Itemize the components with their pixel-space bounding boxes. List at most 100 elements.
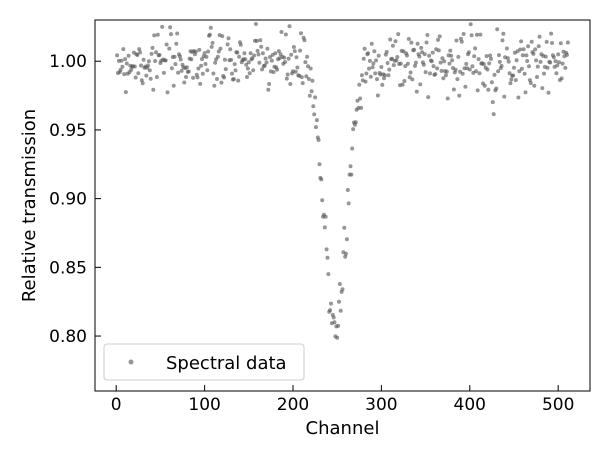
data-point [161, 70, 166, 75]
data-point [164, 42, 169, 47]
data-point [237, 54, 242, 59]
data-point [225, 42, 230, 47]
data-point [457, 93, 462, 98]
data-point [469, 33, 474, 38]
data-point [253, 22, 258, 26]
data-point [408, 70, 413, 75]
data-point [146, 59, 151, 64]
data-point [410, 77, 415, 82]
data-point [218, 46, 223, 51]
data-point [370, 65, 375, 70]
data-point [560, 61, 565, 66]
data-point [439, 68, 444, 73]
data-point [248, 51, 253, 56]
data-point [195, 75, 200, 80]
data-point [375, 93, 380, 98]
data-point [259, 44, 264, 49]
data-point [490, 100, 495, 105]
data-point [521, 47, 526, 52]
data-point [445, 96, 450, 101]
data-point [421, 62, 426, 67]
data-point [312, 112, 317, 117]
data-point [533, 47, 538, 52]
data-point [484, 54, 489, 59]
data-point [558, 41, 563, 46]
data-point [449, 53, 454, 58]
data-point [139, 63, 143, 68]
data-point [155, 32, 160, 37]
data-point [336, 323, 341, 328]
data-point [204, 54, 209, 59]
data-point [264, 60, 269, 65]
data-point [427, 53, 432, 58]
data-point [482, 83, 487, 88]
legend-label: Spectral data [166, 353, 287, 374]
data-point [400, 82, 405, 87]
data-point [216, 49, 221, 54]
data-point [531, 51, 536, 56]
data-point [245, 75, 249, 79]
data-point [243, 57, 248, 62]
data-point [524, 53, 529, 58]
data-point [497, 53, 501, 58]
data-point [123, 57, 128, 62]
data-point [509, 77, 514, 82]
data-point [382, 73, 387, 78]
data-point [375, 77, 379, 82]
data-point [437, 34, 442, 39]
data-point [461, 32, 466, 36]
data-point [231, 77, 236, 82]
data-point [453, 67, 458, 72]
data-point [511, 73, 516, 78]
data-point [474, 69, 478, 74]
data-point [536, 44, 541, 49]
data-point [123, 90, 128, 95]
data-point [466, 50, 471, 55]
data-point [207, 32, 212, 37]
data-point [302, 38, 307, 43]
data-point [398, 61, 403, 66]
data-point [364, 71, 369, 76]
data-point [324, 247, 329, 252]
data-point [299, 31, 303, 36]
data-point [269, 58, 274, 63]
axis-ticks: 0 100 200 300 400 500 0.80 0.85 0.90 0.95 1.00 [49, 52, 574, 415]
data-point [265, 46, 270, 51]
data-point [520, 53, 525, 58]
data-point [435, 66, 440, 71]
data-point [233, 68, 238, 73]
data-point [489, 80, 494, 85]
data-point [310, 78, 315, 83]
data-point [393, 39, 398, 44]
data-point [182, 80, 187, 85]
data-point [174, 41, 179, 46]
data-point [287, 24, 292, 29]
data-point [245, 66, 250, 71]
x-axis-title: Channel [306, 418, 380, 439]
data-point [443, 73, 448, 78]
data-point [323, 214, 328, 219]
data-point [507, 71, 512, 76]
data-point [200, 71, 205, 76]
data-point [519, 66, 524, 71]
y-tick-label: 0.80 [49, 327, 87, 347]
data-point [152, 33, 157, 38]
data-point [211, 71, 216, 76]
data-point [169, 32, 173, 37]
data-point [222, 75, 227, 80]
data-point [124, 61, 129, 66]
data-point [523, 90, 528, 95]
data-points [115, 22, 570, 340]
data-point [135, 53, 140, 57]
data-point [359, 73, 364, 78]
data-point [303, 60, 308, 65]
data-point [384, 49, 389, 54]
data-point [382, 76, 386, 81]
data-point [260, 51, 265, 56]
data-point [215, 54, 220, 59]
data-point [168, 25, 173, 30]
data-point [273, 51, 278, 56]
data-point [153, 59, 158, 63]
data-point [374, 58, 379, 63]
